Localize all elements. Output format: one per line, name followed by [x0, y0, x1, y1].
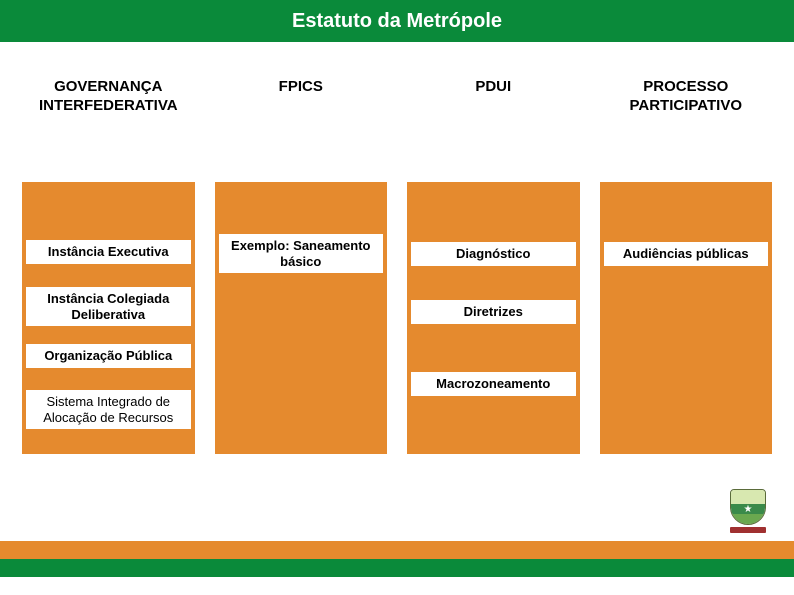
column-item: Exemplo: Saneamento básico [219, 234, 384, 273]
column-item: Sistema Integrado de Alocação de Recurso… [26, 390, 191, 429]
columns-container: GOVERNANÇA INTERFEDERATIVAInstância Exec… [0, 42, 794, 454]
column-item: Audiências públicas [604, 242, 769, 266]
column-header: GOVERNANÇA INTERFEDERATIVA [22, 72, 195, 182]
column-3: PROCESSO PARTICIPATIVO Audiências pública… [600, 72, 773, 454]
column-body: Diagnóstico Diretrizes Macrozoneamento [407, 182, 580, 454]
column-body: Exemplo: Saneamento básico [215, 182, 388, 454]
column-header: PROCESSO PARTICIPATIVO [600, 72, 773, 182]
footer-top [0, 541, 794, 559]
column-item: Diagnóstico [411, 242, 576, 266]
column-item: Diretrizes [411, 300, 576, 324]
footer-stripe [0, 541, 794, 577]
column-item: Instância Executiva [26, 240, 191, 264]
column-1: FPICS Exemplo: Saneamento básico [215, 72, 388, 454]
column-item: Instância Colegiada Deliberativa [26, 287, 191, 326]
column-body: Audiências públicas [600, 182, 773, 454]
column-header: FPICS [215, 72, 388, 182]
footer-bottom [0, 559, 794, 577]
column-item: Organização Pública [26, 344, 191, 368]
title-bar: Estatuto da Metrópole [0, 0, 794, 42]
column-2: PDUI Diagnóstico Diretrizes Macrozoneamento [407, 72, 580, 454]
crest-logo: ★ [730, 489, 766, 533]
page-title: Estatuto da Metrópole [292, 10, 502, 33]
column-item: Macrozoneamento [411, 372, 576, 396]
column-header: PDUI [407, 72, 580, 182]
column-body: Instância Executiva Instância Colegiada D… [22, 182, 195, 454]
column-0: GOVERNANÇA INTERFEDERATIVAInstância Exec… [22, 72, 195, 454]
